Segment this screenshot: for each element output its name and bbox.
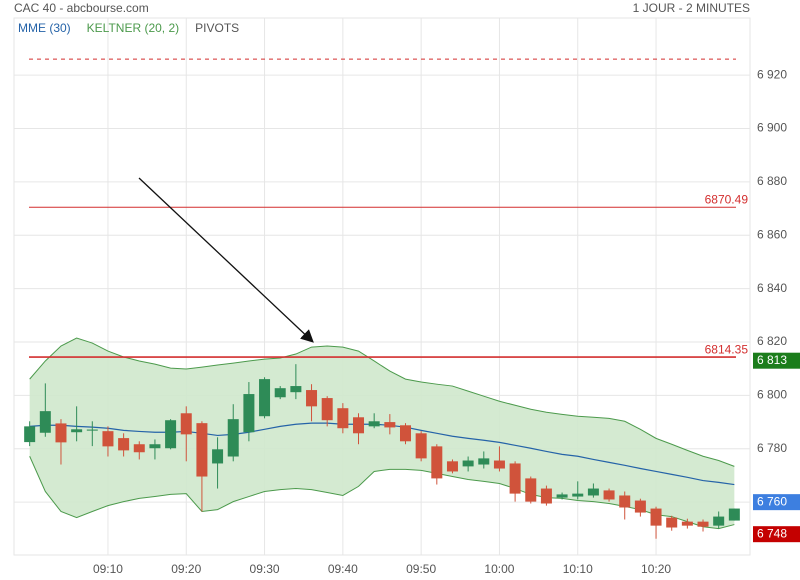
candle-body <box>55 423 67 443</box>
chart-subtitle: 1 JOUR - 2 MINUTES <box>633 1 750 15</box>
candle-body <box>587 488 599 496</box>
price-badge-label: 6 813 <box>757 353 787 367</box>
legend-entry: MME (30) <box>18 21 71 35</box>
x-tick-label: 10:20 <box>641 562 671 576</box>
candle-body <box>71 429 83 433</box>
price-badge-label: 6 760 <box>757 494 787 508</box>
candle-body <box>697 521 709 527</box>
candle-body <box>149 444 161 449</box>
candle-body <box>39 411 51 433</box>
candle-body <box>102 431 114 447</box>
plot-area <box>24 58 740 539</box>
candle-body <box>212 449 224 464</box>
labels: 6 760 6 780 6 800 6 820 6 840 6 860 6 880 6 900… <box>93 67 800 576</box>
candle-body <box>634 500 646 513</box>
candle-body <box>525 478 537 502</box>
candle-body <box>368 421 380 427</box>
candle-body <box>290 386 302 393</box>
x-tick-label: 09:50 <box>406 562 436 576</box>
candle-body <box>306 390 318 407</box>
candle-body <box>619 495 631 508</box>
plot-frame <box>13 17 751 556</box>
pivot-label: 6870.49 <box>705 192 749 206</box>
y-tick-label: 6 820 <box>757 334 787 348</box>
y-tick-label: 6 780 <box>757 441 787 455</box>
candle-body <box>650 508 662 526</box>
candle-body <box>603 490 615 500</box>
candle-body <box>681 521 693 526</box>
candle-body <box>180 413 192 435</box>
candle-body <box>337 408 349 429</box>
candle-body <box>446 461 458 472</box>
legend: MME (30) KELTNER (20, 2) PIVOTS <box>18 21 239 35</box>
legend-entry: KELTNER (20, 2) <box>87 21 179 35</box>
candle-body <box>165 420 177 449</box>
candle-body <box>353 417 365 434</box>
keltner-lower <box>29 456 735 530</box>
pivot-label: 6814.35 <box>705 342 749 356</box>
x-tick-label: 09:20 <box>171 562 201 576</box>
mme-line <box>29 422 735 486</box>
candle-body <box>86 429 98 431</box>
price-badge <box>753 494 800 511</box>
candle-body <box>118 438 130 451</box>
candle-body <box>540 488 552 504</box>
y-tick-label: 6 900 <box>757 121 787 135</box>
keltner-band <box>29 338 735 529</box>
candle-body <box>556 494 568 498</box>
candle-body <box>24 426 36 443</box>
x-tick-label: 09:40 <box>328 562 358 576</box>
candle-body <box>274 388 286 398</box>
candle-body <box>728 508 740 521</box>
candle-body <box>509 463 521 494</box>
x-tick-label: 10:10 <box>563 562 593 576</box>
candle-body <box>321 398 333 421</box>
x-tick-label: 09:10 <box>93 562 123 576</box>
candle-body <box>666 517 678 528</box>
candle-body <box>259 379 271 417</box>
candle-body <box>493 460 505 469</box>
chart-title: CAC 40 - abcbourse.com <box>14 1 149 15</box>
keltner-upper <box>29 337 735 467</box>
candle-body <box>713 516 725 526</box>
candle-body <box>572 493 584 497</box>
price-badge <box>753 352 800 369</box>
candle-body <box>196 423 208 477</box>
x-tick-label: 09:30 <box>250 562 280 576</box>
candle-body <box>133 444 145 453</box>
y-tick-label: 6 800 <box>757 388 787 402</box>
candle-body <box>478 458 490 465</box>
y-tick-label: 6 860 <box>757 227 787 241</box>
candle-body <box>399 425 411 442</box>
candle-body <box>243 394 255 433</box>
candle-body <box>415 433 427 459</box>
x-tick-label: 10:00 <box>484 562 514 576</box>
annotation-arrow <box>138 177 314 343</box>
candle-body <box>462 460 474 467</box>
candle-body <box>227 419 239 457</box>
y-tick-label: 6 880 <box>757 174 787 188</box>
legend-entry: PIVOTS <box>195 21 239 35</box>
price-badge <box>753 526 800 543</box>
y-tick-label: 6 920 <box>757 67 787 81</box>
price-badge-label: 6 748 <box>757 526 787 540</box>
y-tick-label: 6 840 <box>757 281 787 295</box>
candle-body <box>384 422 396 428</box>
candle-body <box>431 446 443 479</box>
